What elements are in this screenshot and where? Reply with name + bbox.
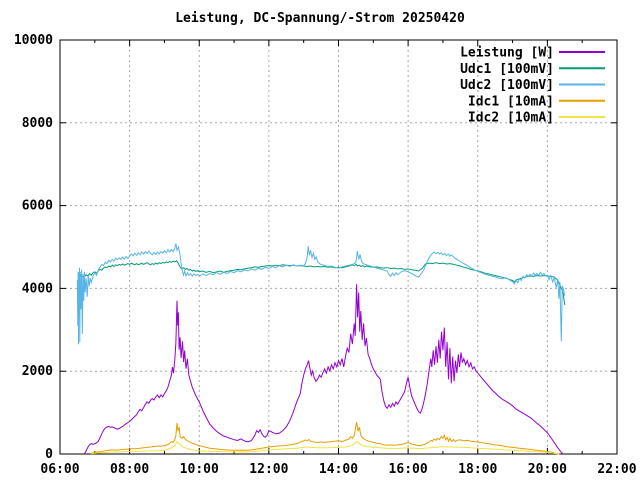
series-line-udc1	[77, 259, 566, 306]
series-line-idc2	[91, 440, 559, 455]
x-tick-label: 14:00	[319, 462, 358, 477]
x-tick-label: 06:00	[40, 462, 79, 477]
x-tick-label: 10:00	[180, 462, 219, 477]
x-tick-label: 18:00	[458, 462, 497, 477]
series-line-udc2	[76, 243, 566, 345]
chart-title: Leistung, DC-Spannung/-Strom 20250420	[175, 11, 465, 26]
series-line-leistung	[83, 284, 564, 455]
legend-label-udc1: Udc1 [100mV]	[460, 62, 554, 77]
legend-label-idc1: Idc1 [10mA]	[468, 94, 554, 109]
y-tick-label: 0	[45, 447, 53, 462]
legend-label-udc2: Udc2 [100mV]	[460, 78, 554, 93]
x-tick-label: 22:00	[597, 462, 636, 477]
y-tick-label: 8000	[22, 116, 53, 131]
x-tick-label: 08:00	[110, 462, 149, 477]
y-tick-label: 2000	[22, 364, 53, 379]
legend-label-leistung: Leistung [W]	[460, 46, 554, 61]
legend-label-idc2: Idc2 [10mA]	[468, 111, 554, 126]
y-tick-label: 6000	[22, 199, 53, 214]
y-tick-label: 10000	[14, 33, 53, 48]
y-tick-label: 4000	[22, 281, 53, 296]
series-line-idc1	[91, 422, 560, 455]
x-tick-label: 20:00	[528, 462, 567, 477]
x-tick-label: 16:00	[389, 462, 428, 477]
x-tick-label: 12:00	[249, 462, 288, 477]
